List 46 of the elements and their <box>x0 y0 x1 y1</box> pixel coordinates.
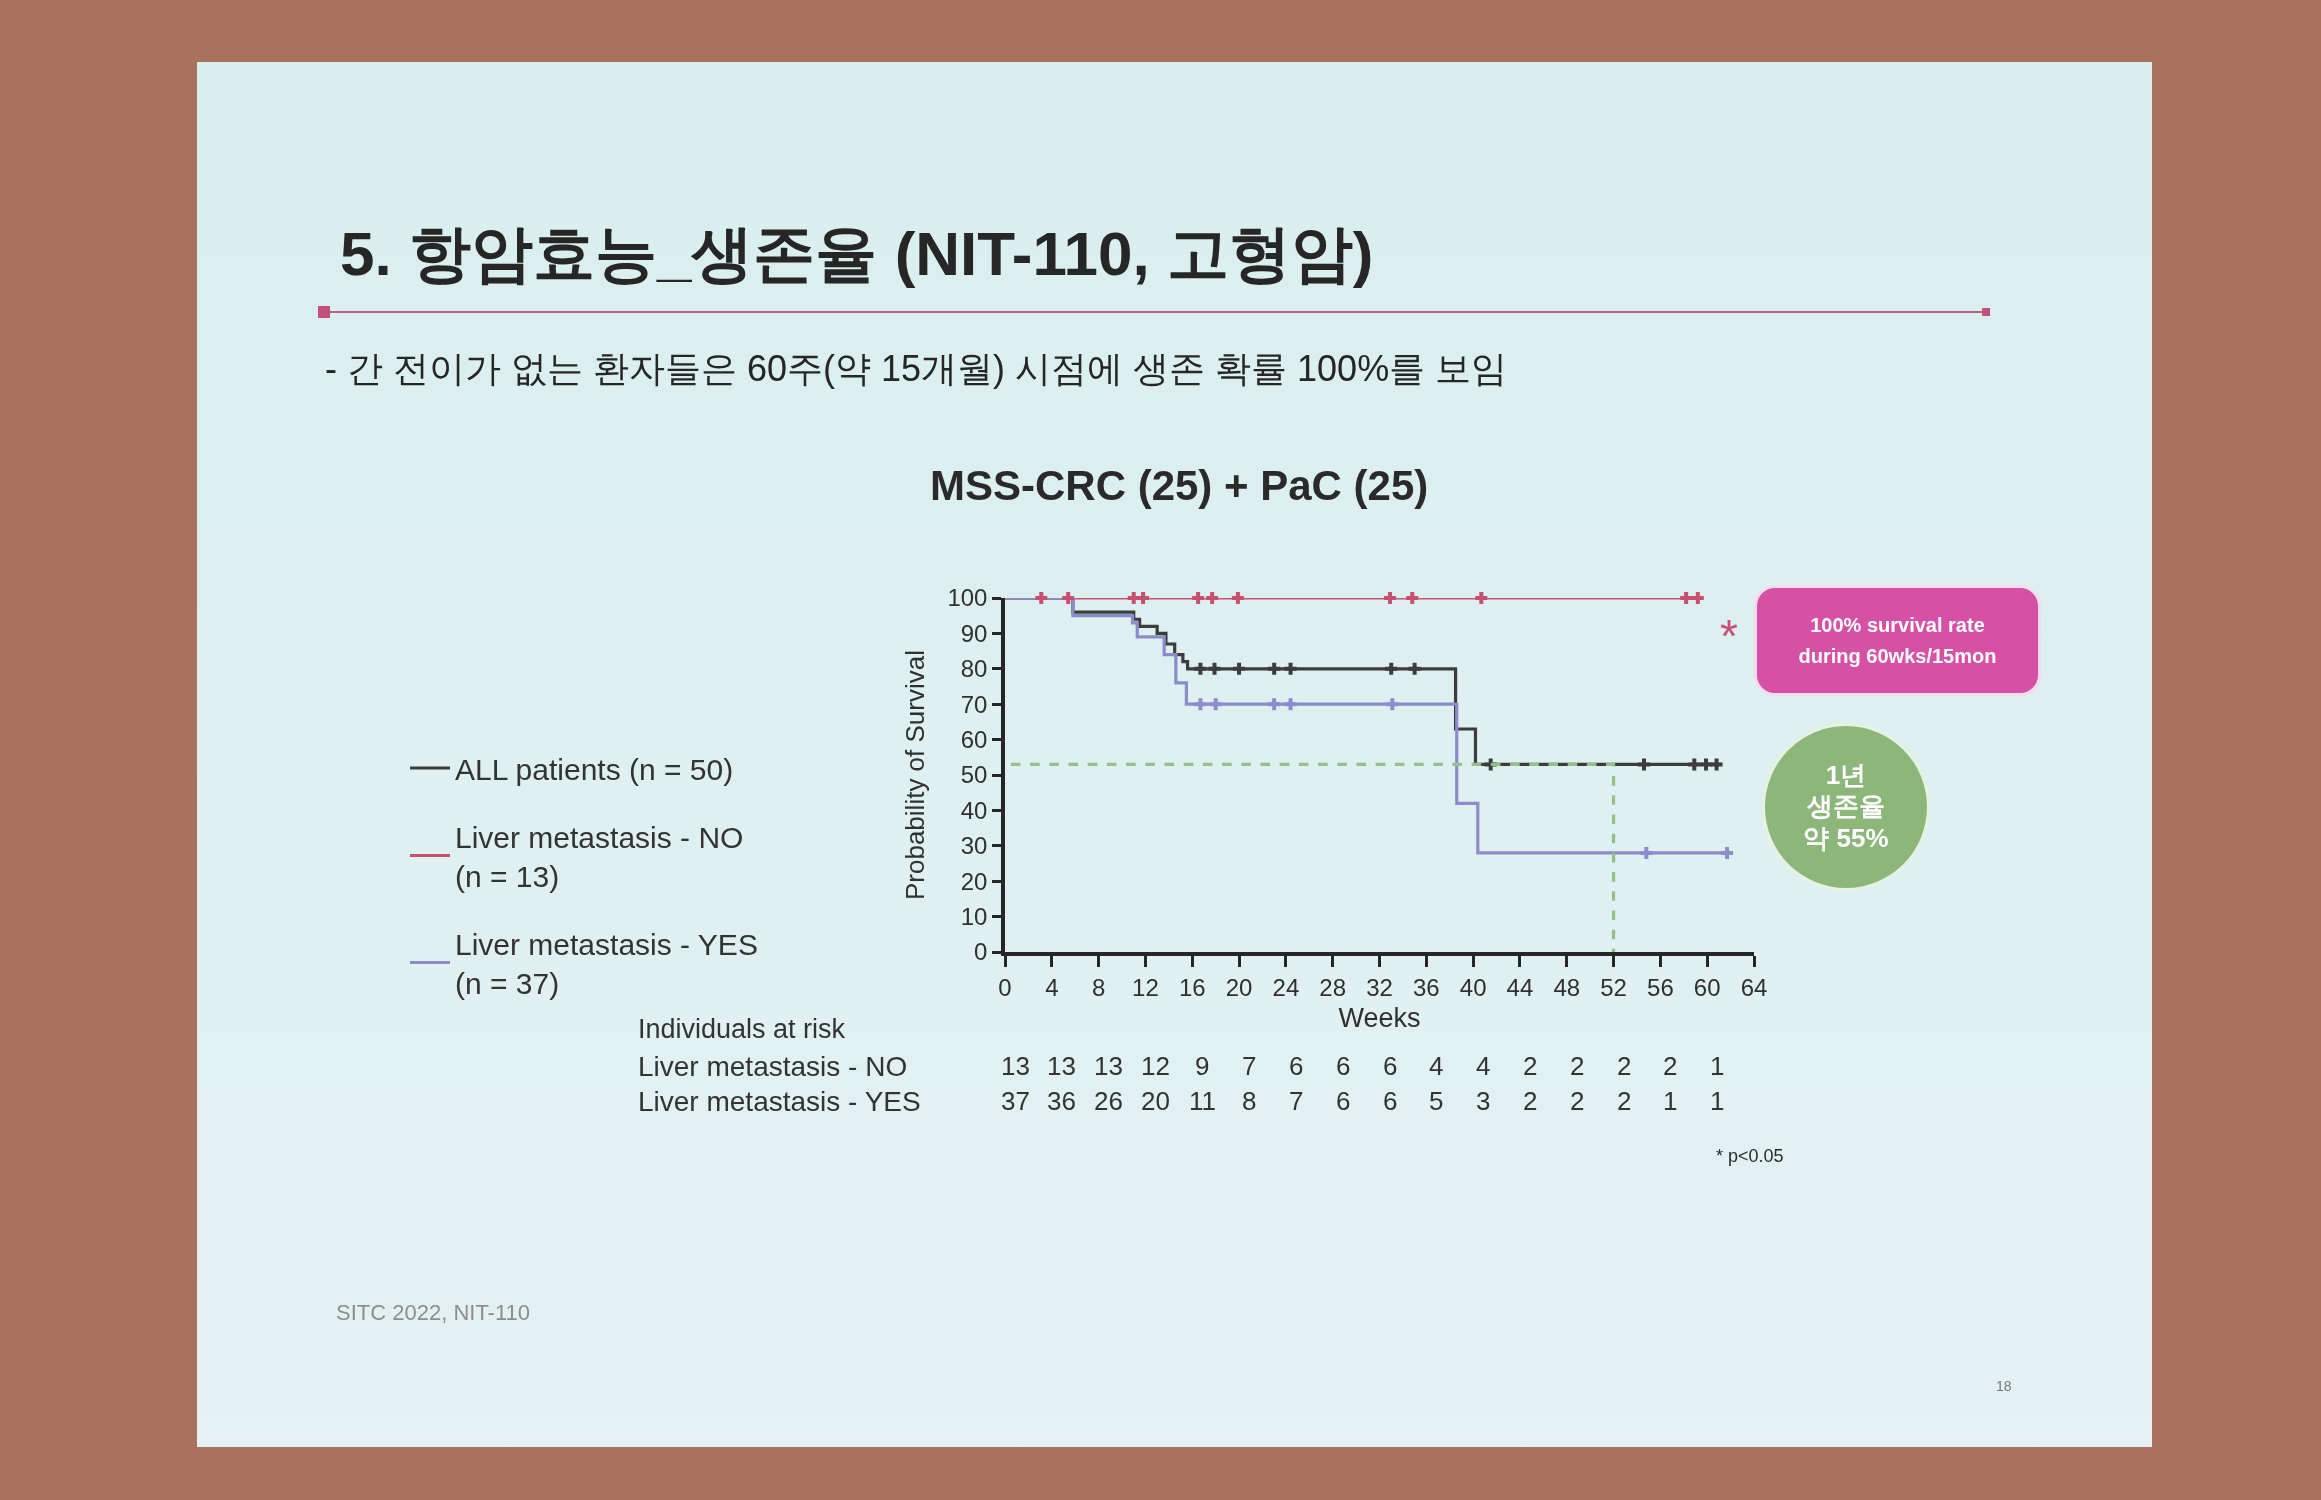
text: Liver metastasis - YES <box>638 1086 921 1117</box>
y-tick-label: 80 <box>960 655 988 683</box>
legend-label: Liver metastasis - YES (n = 37) <box>455 927 758 1000</box>
x-tick-label: 44 <box>1506 973 1534 1001</box>
text: 18 <box>1996 1378 2012 1394</box>
x-tick-label: 20 <box>1225 973 1253 1001</box>
chart-subtitle: - 간 전이가 없는 환자들은 60주(약 15개월) 시점에 생존 확률 100%를 보임 <box>325 347 1508 391</box>
annotation: * <box>1720 610 1738 662</box>
y-tick-label: 90 <box>960 619 988 647</box>
text: 13 13 13 12 9 7 6 6 6 4 4 2 2 2 2 1 <box>1001 1051 1725 1081</box>
y-tick-label: 70 <box>960 690 988 718</box>
x-tick-label: 16 <box>1178 973 1206 1001</box>
text: Individuals at risk <box>638 1014 846 1044</box>
text: * p<0.05 <box>1716 1146 1784 1167</box>
text: 37 36 26 20 11 8 7 6 6 5 3 2 2 2 1 1 <box>1001 1086 1725 1116</box>
text: MSS-CRC (25) + PaC (25) <box>930 462 1429 510</box>
x-tick-label: 28 <box>1319 973 1347 1001</box>
y-tick-label: 40 <box>960 796 988 824</box>
x-tick-label: 4 <box>1045 973 1059 1001</box>
text: SITC 2022, NIT-110 <box>336 1300 531 1326</box>
y-tick-label: 20 <box>960 867 988 895</box>
x-tick-label: 8 <box>1091 973 1106 1001</box>
y-tick-label: 10 <box>960 903 988 930</box>
x-tick-label: 40 <box>1459 973 1487 1001</box>
x-tick-label: 48 <box>1553 973 1581 1001</box>
y-tick-label: 100 <box>947 584 988 612</box>
x-tick-label: 32 <box>1366 973 1393 1001</box>
x-tick-label: 36 <box>1412 973 1440 1001</box>
x-tick-label: 64 <box>1740 973 1768 1001</box>
x-tick-label: 12 <box>1132 973 1159 1001</box>
x-tick-label: 0 <box>998 973 1012 1001</box>
x-tick-label: 52 <box>1600 973 1627 1001</box>
text: Liver metastasis - NO <box>638 1051 908 1082</box>
x-tick-label: 56 <box>1647 973 1674 1001</box>
x-tick-label: 60 <box>1693 973 1721 1001</box>
x-tick-label: 24 <box>1272 973 1300 1001</box>
callout-box: 100% survival rate during 60wks/15mon <box>1757 588 2038 693</box>
y-tick-label: 50 <box>960 761 988 789</box>
y-tick-label: 0 <box>974 938 988 966</box>
chart-title: 5. 항암효능_생존율 (NIT-110, 고형암) <box>340 218 1374 290</box>
x-axis-title: Weeks <box>1338 1003 1421 1034</box>
y-axis-title: Probability of Survival <box>900 650 931 900</box>
y-tick-label: 60 <box>960 726 988 753</box>
y-tick-label: 30 <box>960 832 988 860</box>
legend-label: ALL patients (n = 50) <box>455 752 734 786</box>
legend-label: Liver metastasis - NO (n = 13) <box>455 820 744 893</box>
